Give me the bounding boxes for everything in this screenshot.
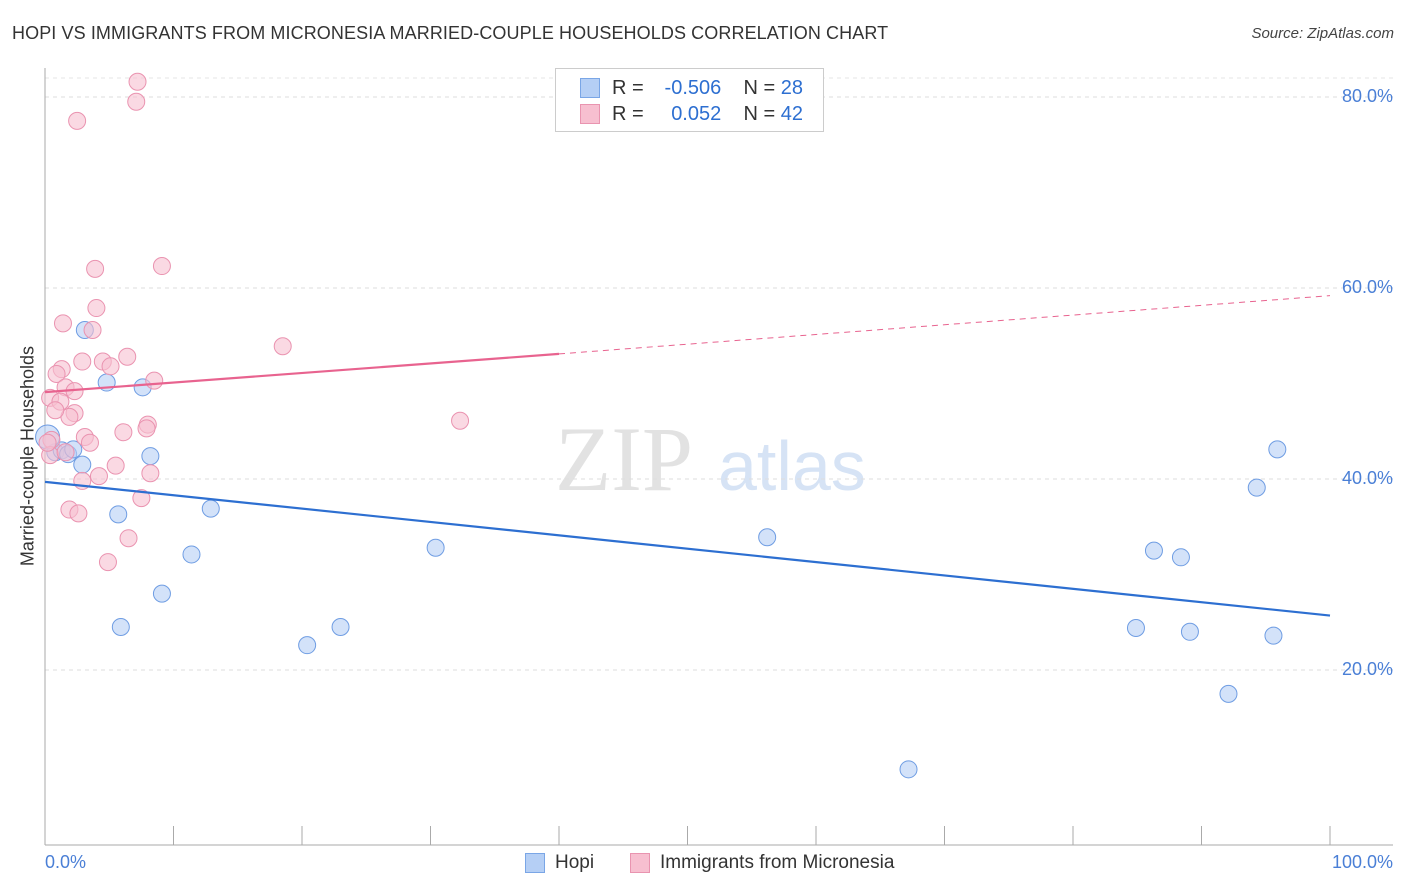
micronesia-point <box>118 347 137 366</box>
hopi-swatch <box>580 78 600 98</box>
x-tick-label: 100.0% <box>1331 852 1393 872</box>
hopi-point <box>1126 618 1145 637</box>
chart-title: HOPI VS IMMIGRANTS FROM MICRONESIA MARRI… <box>12 23 889 43</box>
hopi-point <box>1180 622 1199 641</box>
micronesia-swatch <box>580 104 600 124</box>
micronesia-point <box>119 529 138 548</box>
micronesia-point <box>101 357 120 376</box>
n-label: N = <box>743 76 776 99</box>
hopi-point <box>1144 541 1163 560</box>
r-label: R = <box>612 102 644 125</box>
micronesia-point <box>73 352 92 371</box>
micronesia-swatch <box>630 853 650 873</box>
x-tick-label: 0.0% <box>45 852 87 872</box>
y-tick-label: 40.0% <box>1341 468 1393 488</box>
n-value: 42 <box>780 102 803 125</box>
hopi-point <box>331 618 350 637</box>
y-tick-label: 60.0% <box>1341 277 1393 297</box>
micronesia-point <box>87 299 106 318</box>
micronesia-trend-line <box>44 352 560 394</box>
watermark: ZIP <box>555 408 693 510</box>
micronesia-point <box>80 433 99 452</box>
hopi-point <box>1268 440 1287 459</box>
micronesia-point <box>68 111 87 130</box>
hopi-point <box>1264 626 1283 645</box>
hopi-swatch <box>525 853 545 873</box>
r-value: 0.052 <box>671 102 722 125</box>
r-value: -0.506 <box>664 76 722 99</box>
n-value: 28 <box>780 76 803 99</box>
micronesia-point <box>273 337 292 356</box>
micronesia-point <box>98 553 117 572</box>
stats-legend: R = -0.506 N = 28 R = 0.052 N = 42 <box>555 68 824 132</box>
micronesia-point <box>152 257 171 276</box>
micronesia-point <box>127 92 146 111</box>
micronesia-point <box>46 401 65 420</box>
hopi-point <box>201 499 220 518</box>
legend-label: Hopi <box>555 852 595 873</box>
hopi-point <box>426 538 445 557</box>
micronesia-point <box>69 504 88 523</box>
micronesia-point <box>451 411 470 430</box>
legend-row-hopi: R = -0.506 N = 28 <box>580 76 803 100</box>
micronesia-point <box>137 419 156 438</box>
source-label: Source: ZipAtlas.com <box>1251 25 1394 42</box>
hopi-point <box>1247 478 1266 497</box>
micronesia-point <box>132 489 151 508</box>
micronesia-point <box>145 371 164 390</box>
micronesia-point <box>47 364 66 383</box>
legend-label: Immigrants from Micronesia <box>660 852 895 873</box>
micronesia-point <box>141 464 160 483</box>
micronesia-point <box>53 314 72 333</box>
micronesia-trend-extension <box>558 295 1331 355</box>
micronesia-point <box>114 423 133 442</box>
micronesia-point <box>128 72 147 91</box>
legend-row-micronesia: R = 0.052 N = 42 <box>580 102 803 126</box>
micronesia-point <box>106 456 125 475</box>
micronesia-point <box>38 433 57 452</box>
r-label: R = <box>612 76 644 99</box>
watermark: atlas <box>718 427 866 505</box>
hopi-point <box>1171 548 1190 567</box>
hopi-point <box>73 455 92 474</box>
hopi-point <box>109 505 128 524</box>
hopi-point <box>1219 684 1238 703</box>
micronesia-point <box>83 321 102 340</box>
y-tick-label: 20.0% <box>1341 659 1393 679</box>
micronesia-point <box>89 467 108 486</box>
hopi-point <box>758 528 777 547</box>
y-axis-label: Married-couple Households <box>17 345 38 567</box>
legend-item-hopi: Hopi <box>525 852 594 874</box>
hopi-point <box>152 584 171 603</box>
micronesia-point <box>56 443 75 462</box>
hopi-point <box>899 760 918 779</box>
hopi-point <box>182 545 201 564</box>
y-tick-label: 80.0% <box>1341 86 1393 106</box>
hopi-point <box>141 447 160 466</box>
hopi-point <box>111 618 130 637</box>
micronesia-point <box>86 259 105 278</box>
legend-item-micronesia: Immigrants from Micronesia <box>630 852 894 874</box>
n-label: N = <box>743 102 776 125</box>
hopi-trend-line <box>44 480 1331 617</box>
hopi-point <box>298 636 317 655</box>
